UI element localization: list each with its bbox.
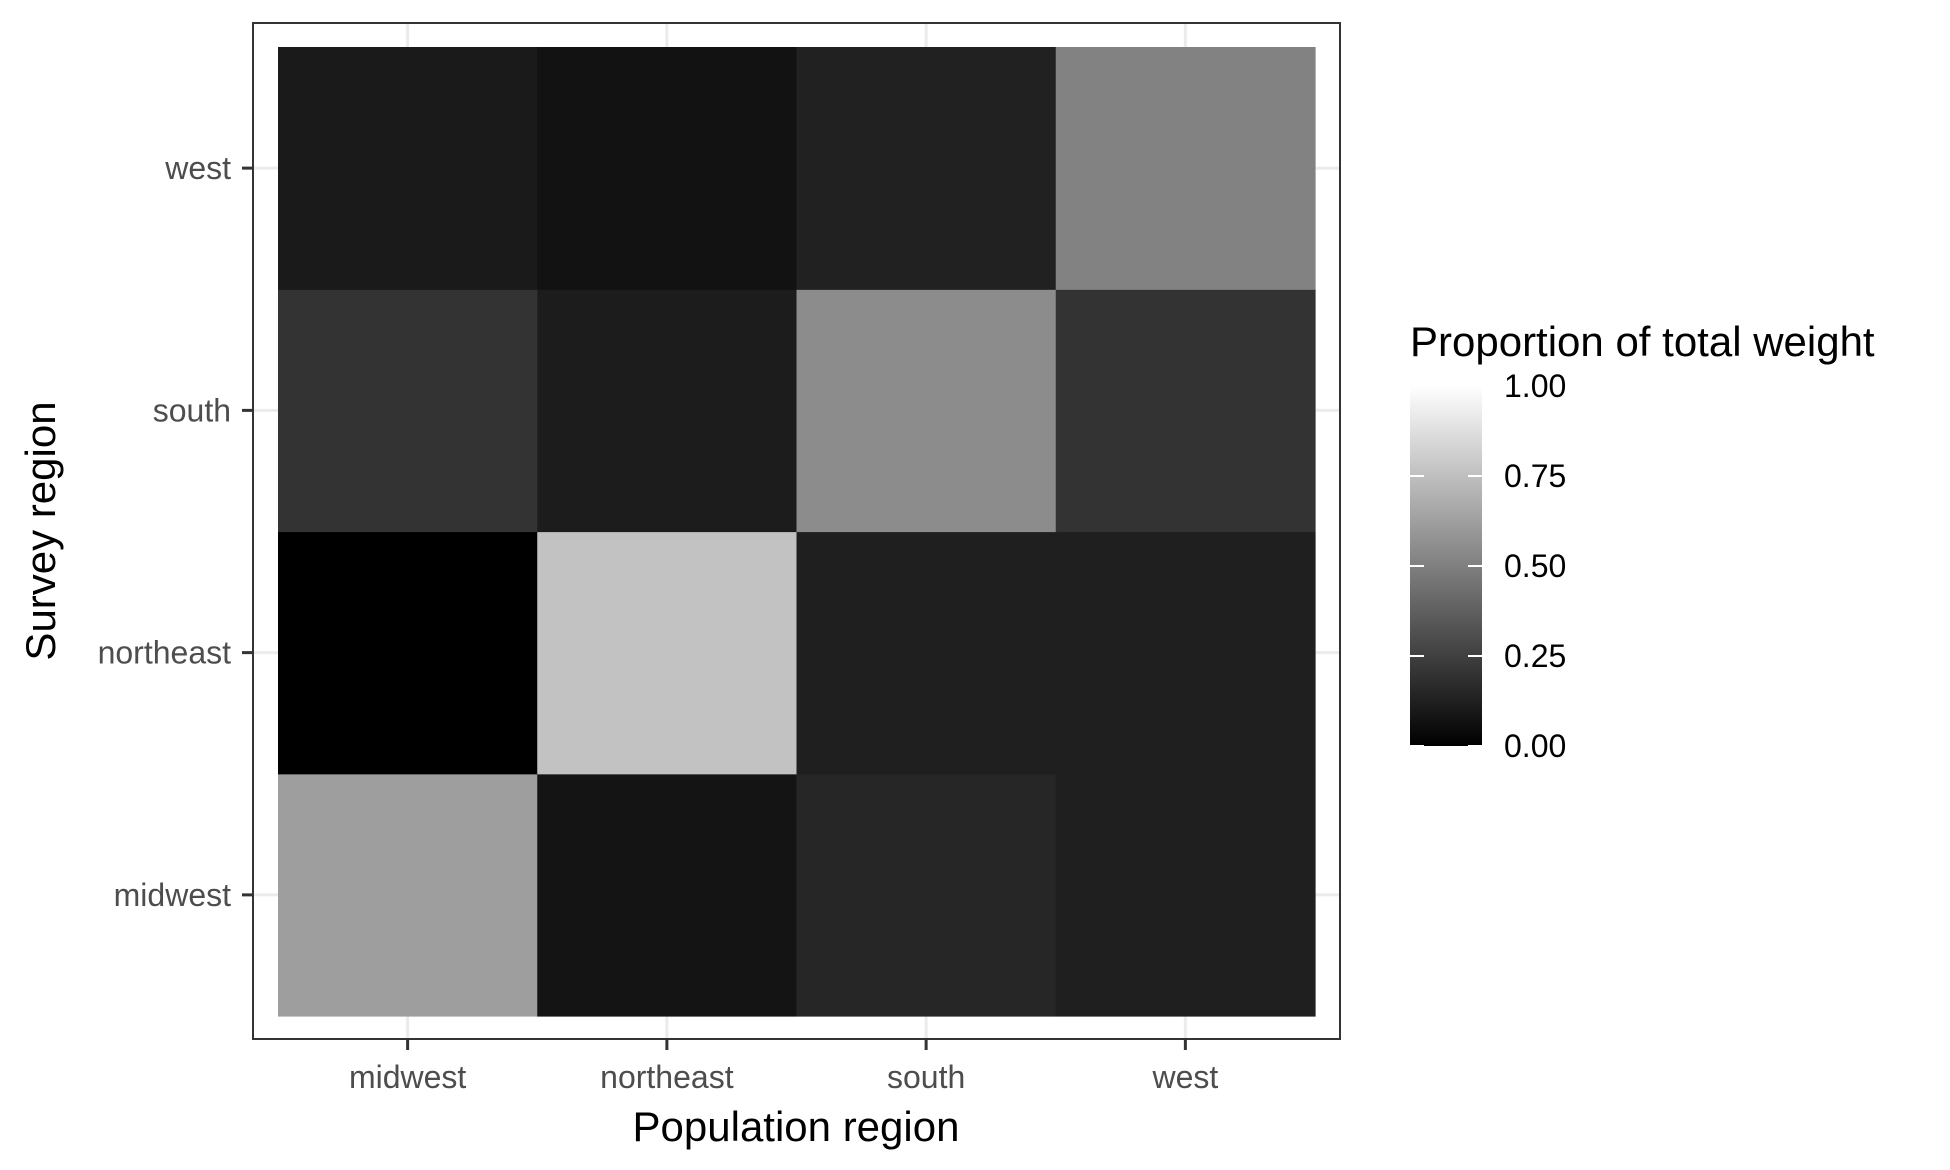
x-tick-label: midwest (349, 1059, 466, 1095)
x-axis-title: Population region (633, 1103, 960, 1150)
x-tick-label: northeast (600, 1059, 734, 1095)
heatmap-cell-midwest-midwest (278, 773, 538, 1017)
heatmap-cell-west-west (1055, 47, 1316, 290)
heatmap-cell-northeast-west (1055, 531, 1316, 775)
legend-title: Proportion of total weight (1410, 318, 1875, 365)
y-tick-label: northeast (98, 635, 232, 671)
heatmap-cells (278, 47, 1316, 1017)
heatmap-cell-northeast-midwest (278, 531, 538, 775)
heatmap-cell-west-midwest (278, 47, 538, 290)
heatmap-cell-south-west (1055, 289, 1316, 533)
legend-tick-label: 0.00 (1504, 728, 1566, 764)
x-axis: midwest northeast south west (349, 1039, 1218, 1095)
heatmap-cell-south-midwest (278, 289, 538, 533)
legend-tick-label: 1.00 (1504, 368, 1566, 404)
x-tick-label: west (1151, 1059, 1218, 1095)
heatmap-cell-midwest-south (796, 773, 1057, 1017)
legend-tick-label: 0.50 (1504, 548, 1566, 584)
legend-tick-label: 0.75 (1504, 458, 1566, 494)
y-tick-label: west (164, 150, 231, 186)
heatmap-cell-midwest-northeast (537, 773, 798, 1017)
heatmap-cell-northeast-northeast (537, 531, 798, 775)
y-axis: midwest northeast south west (98, 150, 253, 913)
legend-ticks: 0.00 0.25 0.50 0.75 1.00 (1410, 368, 1566, 764)
heatmap-cell-northeast-south (796, 531, 1057, 775)
legend: Proportion of total weight 0.000.250.500… (1410, 318, 1875, 764)
heatmap-cell-midwest-west (1055, 773, 1316, 1017)
heatmap-cell-south-south (796, 289, 1057, 533)
x-tick-label: south (887, 1059, 965, 1095)
y-tick-label: midwest (114, 877, 231, 913)
legend-tick-label: 0.25 (1504, 638, 1566, 674)
y-axis-title: Survey region (17, 401, 64, 660)
heatmap-cell-south-northeast (537, 289, 798, 533)
y-tick-label: south (153, 392, 231, 428)
heatmap-cell-west-south (796, 47, 1057, 290)
heatmap-cell-west-northeast (537, 47, 798, 290)
panel-border (252, 22, 1341, 1040)
